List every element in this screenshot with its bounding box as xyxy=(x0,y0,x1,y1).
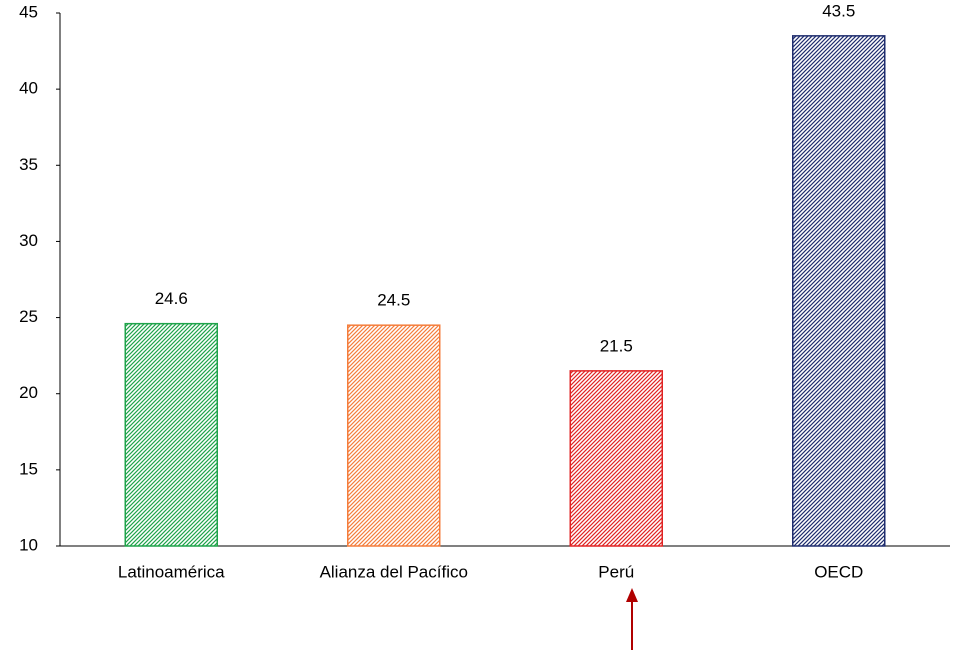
value-label: 24.6 xyxy=(155,289,188,308)
value-label: 21.5 xyxy=(600,336,633,355)
bar xyxy=(124,322,218,547)
value-label: 24.5 xyxy=(377,291,410,310)
y-tick-label: 40 xyxy=(19,79,38,98)
y-tick-label: 15 xyxy=(19,459,38,478)
y-tick-label: 35 xyxy=(19,155,38,174)
y-tick-label: 30 xyxy=(19,231,38,250)
x-tick-label: Alianza del Pacífico xyxy=(320,562,468,581)
y-tick-label: 45 xyxy=(19,2,38,21)
x-tick-label: Perú xyxy=(598,562,634,581)
value-label: 43.5 xyxy=(822,1,855,20)
y-tick-label: 20 xyxy=(19,383,38,402)
x-tick-label: Latinoamérica xyxy=(118,562,225,581)
bar xyxy=(569,370,663,547)
bar xyxy=(347,324,441,547)
arrow xyxy=(626,588,638,650)
y-tick-label: 25 xyxy=(19,307,38,326)
bar xyxy=(792,35,886,547)
x-tick-label: OECD xyxy=(814,562,863,581)
y-tick-label: 10 xyxy=(19,535,38,554)
